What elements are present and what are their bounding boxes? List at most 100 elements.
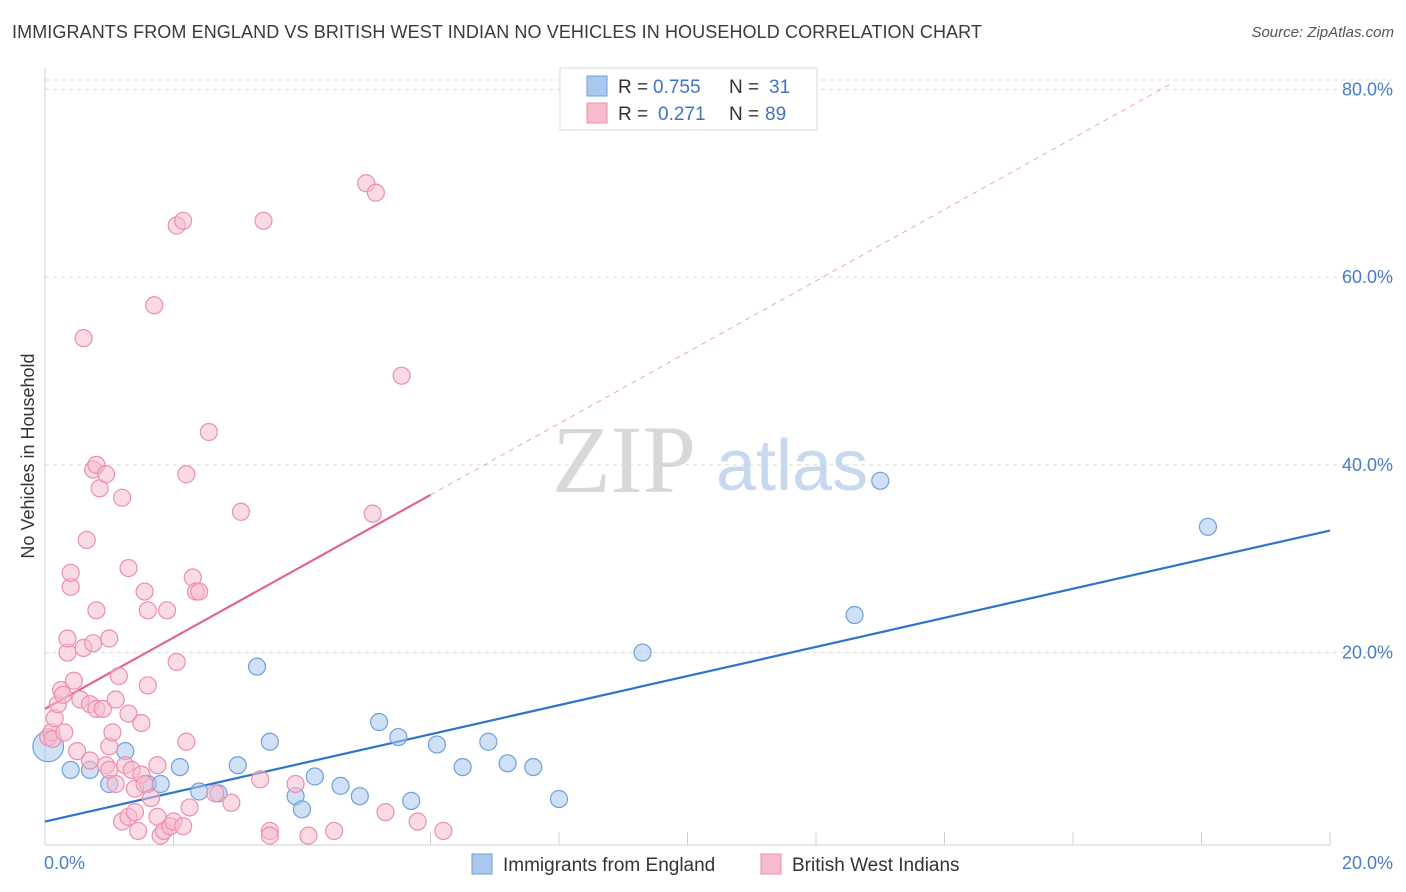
england-point-24 [498,754,517,773]
england-point-21 [427,735,447,754]
correlation-legend: R = 0.755 N = 31 R = 0.271 N = 89 [559,67,818,131]
x-tick-label-1: 20.0% [1342,853,1393,873]
bwi-point-28 [96,465,116,484]
grid-lines [45,79,1392,845]
axes [44,68,1330,846]
bwi-trend-line [44,493,432,710]
y-axis-label: No Vehicles in Household [18,353,38,558]
bwi-point-80 [299,826,318,845]
y-tick-label-1: 40.0% [1342,455,1393,475]
bwi-point-11 [61,563,80,582]
england-point-7 [170,757,190,777]
y-tick-label-3: 80.0% [1342,79,1393,99]
bwi-point-73 [222,793,241,812]
bwi-point-26 [93,699,112,718]
england-point-28 [845,605,864,625]
england-point-18 [370,712,389,732]
bwi-point-37 [112,488,132,507]
bwi-point-79 [286,774,305,794]
x-tick-labels: 0.0% 20.0% [44,853,1393,873]
bwi-point-6 [53,685,73,704]
bwi-point-34 [106,774,125,794]
bwi-point-53 [145,296,164,315]
legend-swatch-blue [586,75,608,97]
watermark: ZIP atlas [552,406,868,513]
england-point-12 [260,732,279,751]
bwi-point-85 [376,803,395,822]
x-tick-label-0: 0.0% [44,853,85,873]
bwi-point-81 [325,821,344,841]
bwi-point-16 [74,329,93,348]
bwi-point-33 [106,690,125,709]
bwi-point-12 [64,671,84,690]
bwi-point-74 [231,502,251,521]
england-point-27 [633,643,652,662]
bwi-point-51 [138,601,157,620]
england-point-25 [524,757,543,777]
bwi-point-75 [251,770,270,789]
england-point-1 [61,760,80,780]
bwi-point-39 [119,704,138,723]
bwi-point-88 [434,821,453,841]
watermark-atlas: atlas [716,426,868,506]
y-tick-labels: 20.0% 40.0% 60.0% 80.0% [1342,79,1393,662]
bwi-point-65 [177,732,196,751]
legend-swatch-pink [586,102,608,124]
legend-r-value-1: 0.271 [658,104,706,125]
england-point-16 [331,776,350,795]
bwi-point-18 [80,751,100,770]
bwi-point-35 [109,666,128,686]
series-legend-swatch-pink [760,853,782,875]
bwi-point-86 [392,366,411,385]
bwi-point-62 [167,652,186,672]
england-point-19 [389,727,408,747]
bwi-point-54 [148,756,167,775]
bwi-point-7 [55,723,74,742]
england-point-11 [247,657,267,676]
bwi-point-72 [206,784,225,803]
series-legend-swatch-blue [471,853,493,875]
series-legend: Immigrants from England British West Ind… [471,853,960,876]
legend-r-label-0: R = [618,77,648,98]
legend-n-value-0: 31 [769,77,790,98]
bwi-point-31 [100,629,119,648]
england-point-26 [549,789,569,809]
england-point-10 [228,756,247,775]
bwi-point-41 [119,558,138,578]
legend-n-label-1: N = [729,104,759,125]
england-point-22 [453,757,472,777]
bwi-point-48 [135,582,154,601]
chart-title: IMMIGRANTS FROM ENGLAND VS BRITISH WEST … [12,22,983,42]
england-trend-line [44,529,1331,823]
bwi-point-45 [129,821,148,841]
bwi-point-50 [138,676,157,695]
bwi-point-76 [254,211,273,230]
y-tick-label-0: 20.0% [1342,643,1393,663]
bwi-point-20 [84,634,103,653]
legend-n-label-0: N = [729,77,759,98]
bwi-point-32 [103,723,122,742]
bwi-point-9 [58,629,77,648]
bwi-point-78 [260,826,279,845]
bwi-point-67 [180,798,199,817]
series-legend-label-1: British West Indians [792,855,960,876]
england-point-20 [402,791,421,810]
bwi-point-46 [132,713,151,733]
bwi-point-71 [199,422,218,442]
bwi-point-13 [68,742,87,761]
bwi-point-58 [157,601,177,620]
bwi-point-83 [363,504,382,523]
y-tick-label-2: 60.0% [1342,267,1393,287]
bwi-point-24 [87,601,106,620]
legend-n-value-1: 89 [765,104,786,125]
england-point-17 [350,787,369,806]
england-point-30 [1198,517,1218,536]
england-point-15 [305,767,324,786]
data-points [32,174,1218,845]
bwi-point-63 [174,211,193,230]
bwi-point-43 [125,803,145,822]
england-point-8 [190,782,209,801]
bwi-point-52 [141,788,161,808]
watermark-zip: ZIP [552,406,696,513]
